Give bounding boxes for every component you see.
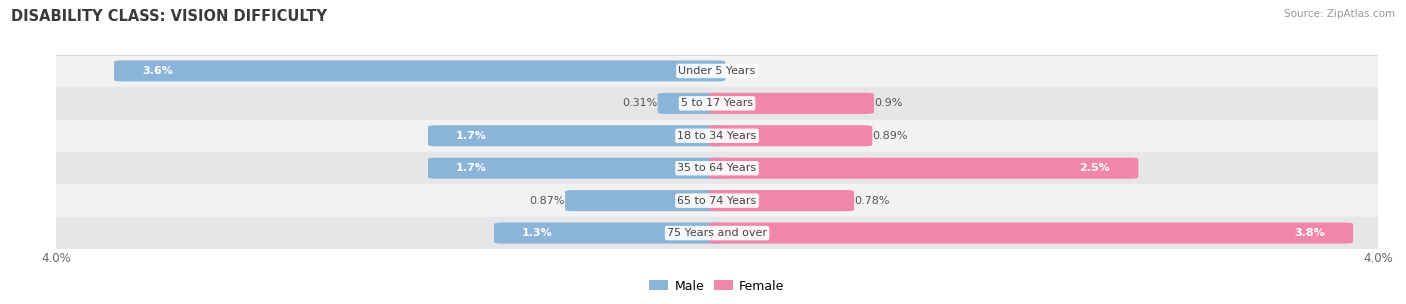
FancyBboxPatch shape [709,223,1353,244]
Bar [56,55,1378,87]
Text: 35 to 64 Years: 35 to 64 Years [678,163,756,173]
Text: 1.3%: 1.3% [522,228,553,238]
FancyBboxPatch shape [658,93,725,114]
Text: 3.6%: 3.6% [142,66,173,76]
Text: 3.8%: 3.8% [1295,228,1324,238]
FancyBboxPatch shape [114,60,725,81]
Text: DISABILITY CLASS: VISION DIFFICULTY: DISABILITY CLASS: VISION DIFFICULTY [11,9,328,24]
Text: 0.87%: 0.87% [530,196,565,206]
FancyBboxPatch shape [427,125,725,146]
Text: 0.89%: 0.89% [872,131,908,141]
FancyBboxPatch shape [709,190,855,211]
FancyBboxPatch shape [494,223,725,244]
Text: 1.7%: 1.7% [456,163,486,173]
FancyBboxPatch shape [709,125,872,146]
Bar [56,185,1378,217]
Text: 1.7%: 1.7% [456,131,486,141]
FancyBboxPatch shape [709,93,875,114]
Text: 0.31%: 0.31% [623,98,658,108]
Text: 5 to 17 Years: 5 to 17 Years [681,98,754,108]
Bar [56,87,1378,119]
Bar [56,217,1378,249]
Text: Under 5 Years: Under 5 Years [679,66,755,76]
Text: 75 Years and over: 75 Years and over [666,228,768,238]
FancyBboxPatch shape [565,190,725,211]
FancyBboxPatch shape [709,158,1139,179]
Bar [56,119,1378,152]
Bar [56,152,1378,185]
Text: 65 to 74 Years: 65 to 74 Years [678,196,756,206]
FancyBboxPatch shape [427,158,725,179]
Text: 18 to 34 Years: 18 to 34 Years [678,131,756,141]
Text: 0.9%: 0.9% [875,98,903,108]
Text: Source: ZipAtlas.com: Source: ZipAtlas.com [1284,9,1395,19]
Text: 2.5%: 2.5% [1080,163,1111,173]
Text: 0.78%: 0.78% [855,196,890,206]
Legend: Male, Female: Male, Female [644,275,790,298]
